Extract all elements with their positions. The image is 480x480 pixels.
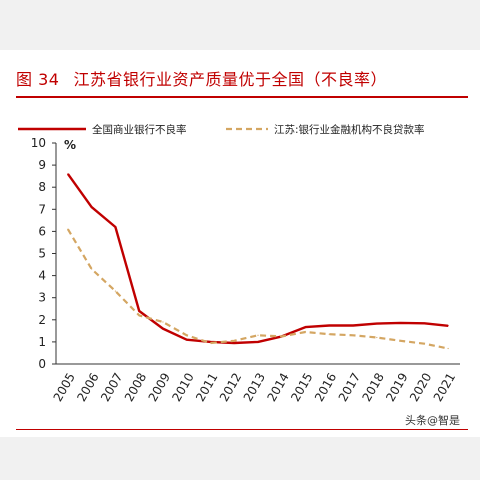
x-tick-label: 2010 — [169, 371, 196, 404]
data-point — [399, 322, 402, 324]
series-group — [66, 173, 449, 350]
data-point — [328, 324, 330, 327]
x-tick-label: 2005 — [51, 371, 78, 404]
x-tick-label: 2015 — [288, 371, 315, 404]
y-tick-label: 1 — [38, 335, 46, 349]
data-point — [447, 347, 449, 350]
y-unit-label: % — [64, 138, 76, 152]
title-rule — [16, 96, 468, 98]
top-band — [0, 0, 480, 50]
data-point — [304, 331, 307, 333]
x-tick-label: 2011 — [193, 371, 220, 404]
x-tick-label: 2021 — [431, 371, 458, 404]
data-point — [114, 226, 117, 228]
y-tick-label: 0 — [38, 357, 46, 371]
figure-title: 江苏省银行业资产质量优于全国（不良率） — [73, 70, 387, 89]
y-tick-label: 2 — [38, 313, 46, 327]
data-point — [257, 334, 259, 336]
x-tick-label: 2012 — [217, 371, 244, 404]
data-point — [186, 334, 188, 336]
data-point — [91, 206, 93, 208]
x-tick-label: 2013 — [241, 371, 268, 404]
data-point — [233, 340, 235, 342]
data-point — [138, 314, 140, 316]
x-tick-label: 2017 — [336, 371, 363, 404]
data-point — [423, 343, 425, 345]
data-point — [91, 268, 93, 270]
legend-label-jiangsu: 江苏:银行业金融机构不良贷款率 — [274, 123, 425, 136]
y-tick-label: 7 — [38, 202, 46, 216]
data-point — [376, 322, 378, 325]
data-point — [67, 228, 69, 230]
data-point — [162, 321, 164, 323]
y-tick-label: 3 — [38, 291, 46, 305]
watermark: 头条@智是 — [405, 414, 460, 427]
figure-label: 图 34 — [16, 70, 60, 89]
data-point — [352, 334, 354, 336]
y-tick-label: 4 — [38, 269, 46, 283]
x-tick-label: 2016 — [312, 371, 339, 404]
legend-label-national: 全国商业银行不良率 — [92, 123, 187, 136]
y-tick-label: 8 — [38, 180, 46, 194]
data-point — [352, 324, 354, 327]
data-point — [114, 290, 117, 292]
data-point — [162, 328, 164, 330]
data-point — [423, 322, 425, 324]
data-point — [304, 326, 307, 328]
data-point — [67, 173, 69, 175]
x-tick-label: 2019 — [383, 371, 410, 404]
series-line-national — [66, 173, 449, 345]
data-point — [376, 336, 378, 339]
y-tick-label: 6 — [38, 224, 46, 238]
legend: 全国商业银行不良率 江苏:银行业金融机构不良贷款率 — [18, 123, 425, 136]
y-tick-label: 10 — [31, 136, 46, 150]
bottom-rule — [16, 429, 468, 430]
bottom-band — [0, 437, 480, 480]
data-point — [186, 339, 188, 341]
data-point — [328, 333, 330, 335]
x-tick-label: 2009 — [146, 371, 173, 404]
data-point — [281, 335, 283, 337]
data-point — [138, 310, 140, 312]
x-tick-label: 2018 — [359, 371, 386, 404]
x-tick-label: 2007 — [98, 371, 125, 404]
y-tick-label: 5 — [38, 247, 46, 261]
data-point — [447, 325, 449, 327]
x-tick-label: 2020 — [407, 371, 434, 404]
series-line-jiangsu — [66, 228, 449, 350]
data-point — [257, 341, 259, 343]
data-point — [233, 342, 235, 344]
x-tick-label: 2014 — [264, 371, 291, 404]
figure-title-row: 图 34 江苏省银行业资产质量优于全国（不良率） — [16, 66, 387, 90]
data-point — [399, 340, 402, 342]
x-tick-label: 2008 — [122, 371, 149, 404]
x-tick-label: 2006 — [74, 371, 101, 404]
data-point — [209, 342, 212, 344]
y-tick-label: 9 — [38, 158, 46, 172]
